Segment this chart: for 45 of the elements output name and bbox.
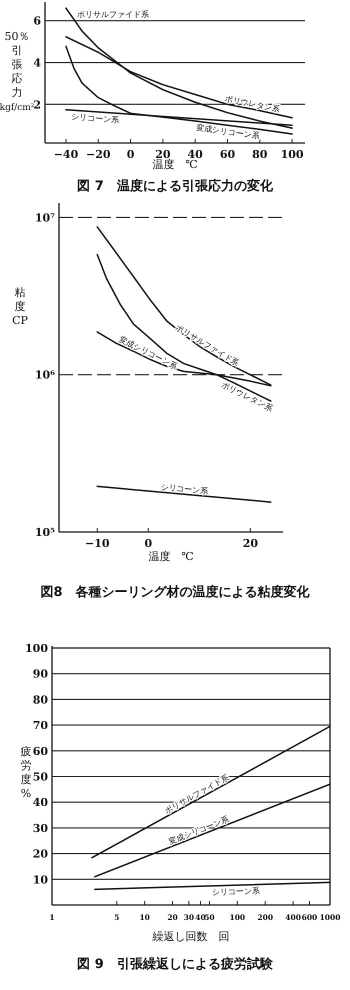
y-axis-title: 疲労度 % — [20, 745, 32, 800]
y-tick-label: 10 — [32, 873, 48, 886]
x-tick-label: 100 — [280, 148, 304, 161]
y-tick-label: 10⁵ — [34, 526, 56, 539]
x-axis-title: 温度 ℃ — [148, 550, 194, 563]
text: ポリウレタン系 — [220, 380, 274, 414]
x-axis-title: 繰返し回数 回 — [152, 930, 230, 943]
y-tick-label: 10⁷ — [34, 211, 56, 224]
y-tick-label: 40 — [32, 796, 48, 810]
y-tick-label: 2 — [33, 98, 41, 112]
x-tick-label: 20 — [242, 537, 258, 550]
text: 変成シリコーン系 — [117, 334, 179, 372]
x-tick-label: −10 — [85, 537, 110, 550]
text: ポリウレタン系 — [224, 94, 281, 114]
x-tick-label: 60 — [220, 148, 236, 161]
y-tick-label: 30 — [32, 822, 48, 835]
text: 変成シリコーン系 — [167, 814, 230, 846]
x-tick-label: 0 — [144, 537, 152, 550]
y-tick-label: 20 — [32, 848, 48, 861]
x-tick-label: −40 — [54, 148, 79, 161]
y-tick-label: 90 — [32, 668, 48, 681]
y-tick-label: 10⁶ — [34, 368, 56, 382]
text: ポリサルファイド系 — [163, 772, 230, 816]
y-tick-label: 4 — [33, 56, 42, 70]
x-tick-label: 80 — [252, 148, 268, 161]
x-axis-title: 温度 ℃ — [152, 158, 198, 171]
text: 図 9 引張繰返しによる疲労試験 — [77, 956, 274, 972]
series-label: シリコーン系 — [212, 886, 260, 897]
text: 図8 各種シーリング材の温度による粘度変化 — [40, 584, 311, 600]
x-tick-label: 0 — [126, 148, 135, 161]
y-axis-title: 50％引張応力kgf/cm² — [0, 30, 35, 113]
y-tick-label: 50 — [32, 770, 48, 784]
series-label: ポリサルファイド系 — [76, 10, 149, 19]
series-label: シリコーン系 — [70, 112, 120, 124]
text: 図 7 温度による引張応力の変化 — [77, 178, 274, 194]
x-tick-label: 40 — [188, 148, 204, 161]
y-tick-label: 80 — [32, 693, 48, 706]
y-tick-label: 6 — [33, 14, 42, 28]
x-tick-label: −20 — [86, 148, 111, 161]
y-tick-label: 100 — [25, 642, 48, 655]
text: シリコーン系 — [160, 482, 209, 496]
y-tick-label: 60 — [32, 744, 48, 758]
text: 変成シリコーン系 — [196, 123, 260, 140]
y-axis-title: 粘度 CP — [12, 286, 28, 327]
y-tick-label: 70 — [32, 719, 48, 732]
